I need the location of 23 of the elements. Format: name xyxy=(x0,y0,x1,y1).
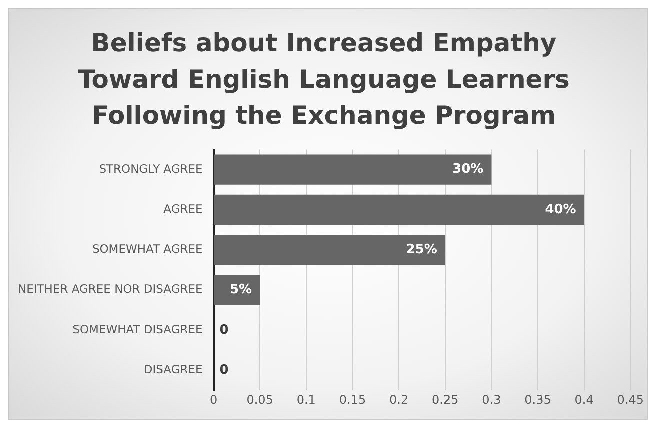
data-label: 0 xyxy=(220,322,229,338)
y-tick-label: STRONGLY AGREE xyxy=(99,162,203,176)
chart-title: Beliefs about Increased Empathy Toward English Language Learners Following the Exchange Program xyxy=(78,28,570,130)
x-tick-label: 0.05 xyxy=(246,392,274,407)
y-tick-label: DISAGREE xyxy=(144,362,203,377)
data-label: 0 xyxy=(220,362,229,378)
x-tick-label: 0.1 xyxy=(296,392,316,407)
data-label: 25% xyxy=(406,242,438,258)
y-tick-label: NEITHER AGREE NOR DISAGREE xyxy=(18,282,203,296)
x-tick-label: 0.2 xyxy=(389,392,409,407)
x-tick-label: 0.4 xyxy=(574,392,594,407)
data-label: 30% xyxy=(452,162,484,178)
x-tick-label: 0.45 xyxy=(617,392,644,407)
x-tick-label: 0.3 xyxy=(482,392,502,407)
x-tick-label: 0.25 xyxy=(432,392,459,407)
x-tick-label: 0 xyxy=(210,392,218,407)
x-tick-label: 0.35 xyxy=(524,392,552,407)
y-tick-label: SOMEWHAT AGREE xyxy=(92,242,203,256)
y-tick-label: SOMEWHAT DISAGREE xyxy=(72,322,203,336)
y-tick-label: AGREE xyxy=(164,202,203,216)
data-label: 40% xyxy=(545,202,576,218)
x-tick-label: 0.15 xyxy=(339,392,366,407)
data-label: 5% xyxy=(230,282,252,298)
